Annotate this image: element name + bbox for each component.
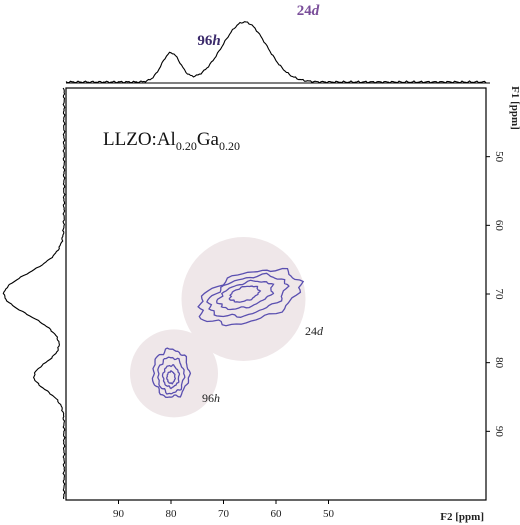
x-axis-title: F2 [ppm]	[440, 511, 484, 523]
peak-24d-contour	[216, 279, 275, 311]
f2-projection: 96h 24d	[65, 3, 490, 84]
peak-label-96h: 96h	[197, 33, 220, 49]
x-tick-label: 80	[166, 508, 178, 520]
x-tick-label: 90	[113, 508, 125, 520]
y-axis-ticks: 50 60 70 80 90	[486, 151, 505, 437]
site-label-96h: 96h	[202, 391, 220, 405]
peak-24d-contour	[197, 267, 305, 327]
y-tick-label: 60	[493, 220, 505, 232]
site-label-24d: 24d	[305, 324, 324, 338]
y-axis-title: F1 [ppm]	[509, 86, 520, 130]
x-tick-label: 60	[271, 508, 283, 520]
sample-label: LLZO:Al0.20Ga0.20	[103, 129, 240, 153]
y-tick-label: 50	[493, 151, 505, 163]
peak-96h-contour	[166, 369, 177, 385]
peak-96h-contour	[157, 356, 186, 395]
highlight-24d	[181, 237, 306, 361]
peak-24d-contour	[206, 272, 290, 318]
contour-plot	[151, 267, 305, 399]
x-tick-label: 70	[218, 508, 230, 520]
y-tick-label: 70	[493, 289, 505, 301]
peak-24d-contour	[228, 285, 262, 303]
f2-projection-trace	[65, 21, 487, 84]
y-tick-label: 80	[493, 357, 505, 369]
peak-96h-contour	[161, 364, 181, 390]
x-tick-label: 50	[323, 508, 335, 520]
f1-projection-trace	[2, 87, 66, 500]
peak-label-24d: 24d	[297, 3, 320, 19]
x-axis-ticks: 90 80 70 60 50	[113, 500, 335, 520]
peak-96h-contour	[151, 347, 192, 399]
y-tick-label: 90	[493, 426, 505, 438]
f1-projection	[2, 87, 67, 500]
